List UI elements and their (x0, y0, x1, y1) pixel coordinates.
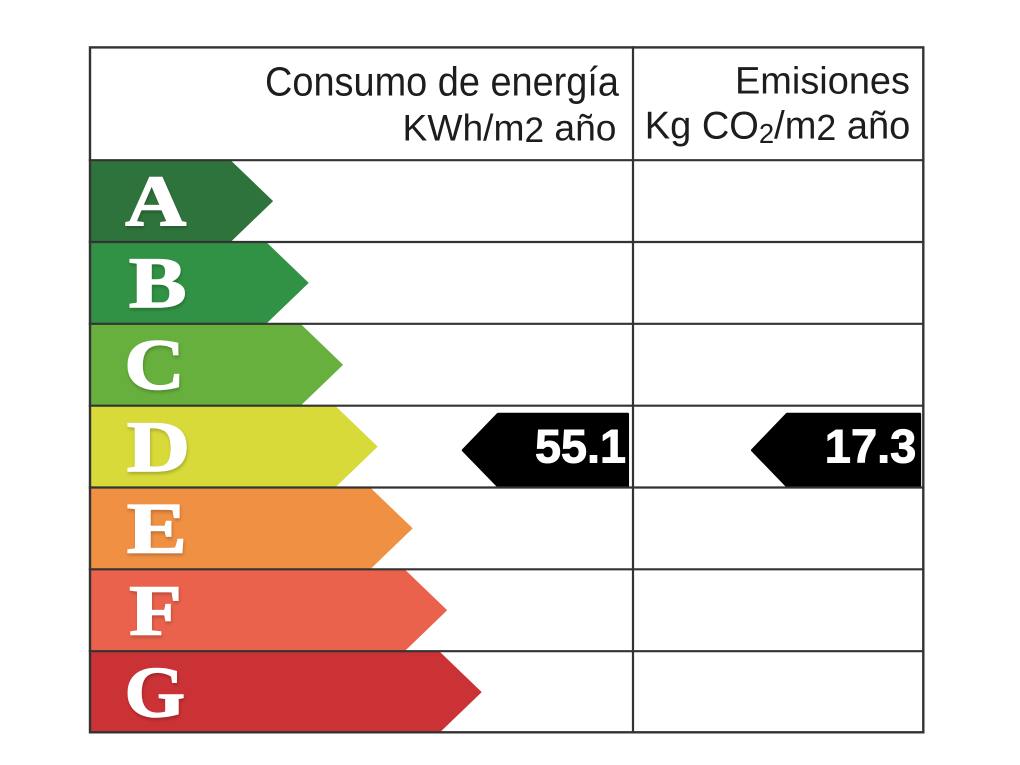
svg-text:D: D (127, 407, 190, 487)
svg-text:C: C (124, 325, 185, 405)
svg-text:Emisiones: Emisiones (735, 60, 910, 103)
svg-text:B: B (129, 243, 187, 323)
svg-text:KWh/m2 año: KWh/m2 año (403, 106, 617, 150)
svg-text:F: F (129, 571, 182, 651)
svg-text:A: A (125, 161, 186, 241)
svg-text:G: G (125, 652, 186, 732)
svg-text:E: E (127, 489, 187, 569)
svg-text:Kg CO2/m2 año: Kg CO2/m2 año (645, 104, 911, 149)
svg-text:Consumo de energía: Consumo de energía (265, 58, 619, 104)
svg-text:17.3: 17.3 (825, 420, 917, 473)
svg-text:55.1: 55.1 (535, 420, 626, 473)
